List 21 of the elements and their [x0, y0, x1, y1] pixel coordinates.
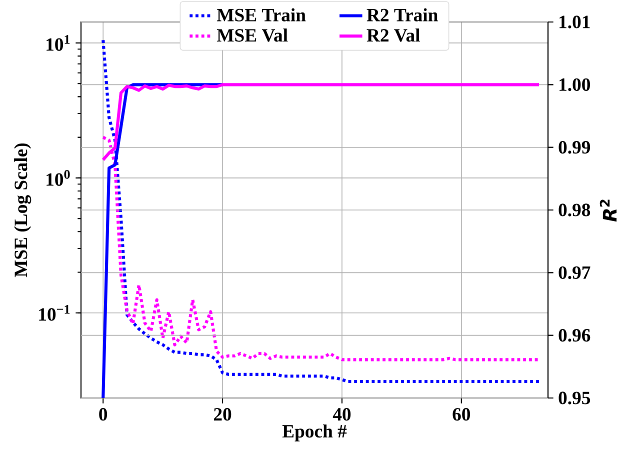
x-tick-label: 60: [452, 408, 470, 421]
legend-label: MSE Val: [216, 28, 288, 42]
x-tick-label: 20: [214, 408, 232, 421]
y2-tick-label: 0.95: [558, 392, 590, 404]
y2-tick-label: 0.98: [558, 204, 590, 216]
y2-tick-label: 0.97: [558, 266, 590, 280]
legend-label: R2 Val: [366, 28, 420, 42]
y2-tick-label: 1.01: [560, 16, 590, 28]
legend-label: R2 Train: [366, 8, 438, 22]
y-tick-label: 10$^{−1}$: [39, 304, 70, 321]
legend-label: MSE Train: [216, 8, 306, 22]
y2-tick-label: 1.00: [560, 78, 590, 92]
y-tick-label: 10$^{1}$: [46, 35, 70, 51]
y-tick-label: 10$^{0}$: [46, 170, 70, 186]
y2-axis-title: R$^{2}$: [600, 200, 617, 222]
y-axis-title: MSE (Log Scale): [14, 143, 32, 278]
x-axis-title: Epoch #: [282, 424, 347, 442]
x-tick-label: 0: [99, 408, 108, 421]
x-tick-label: 40: [332, 408, 351, 421]
y2-tick-label: 0.96: [558, 328, 590, 342]
y2-tick-label: 0.99: [558, 140, 590, 154]
